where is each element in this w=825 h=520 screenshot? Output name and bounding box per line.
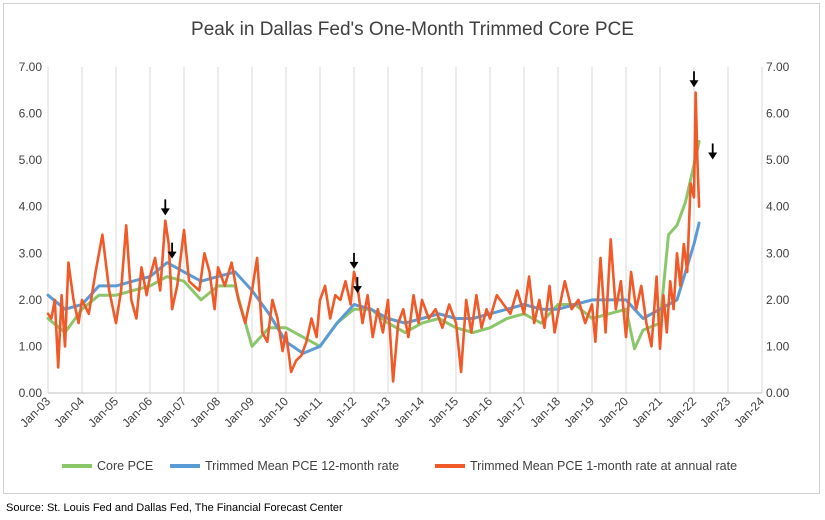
y-tick-label-left: 3.00 xyxy=(19,246,43,260)
x-tick-label: Jan-11 xyxy=(290,394,325,429)
x-tick-label: Jan-07 xyxy=(153,394,189,430)
x-tick-label: Jan-24 xyxy=(731,394,767,430)
y-tick-label-left: 2.00 xyxy=(19,293,43,307)
y-tick-label-right: 1.00 xyxy=(766,339,790,353)
arrow-head xyxy=(352,286,362,294)
x-tick-label: Jan-14 xyxy=(391,394,427,430)
x-tick-label: Jan-12 xyxy=(323,394,359,430)
x-tick-label: Jan-19 xyxy=(561,394,597,430)
x-tick-label: Jan-22 xyxy=(663,394,699,430)
y-tick-label-right: 7.00 xyxy=(766,60,790,74)
legend-label: Trimmed Mean PCE 1-month rate at annual … xyxy=(470,459,738,473)
x-tick-label: Jan-13 xyxy=(357,394,393,430)
y-tick-label-right: 2.00 xyxy=(766,293,790,307)
legend-swatch xyxy=(170,464,200,468)
x-tick-label: Jan-09 xyxy=(221,394,257,430)
x-tick-label: Jan-17 xyxy=(493,394,529,430)
y-tick-label-right: 3.00 xyxy=(766,246,790,260)
y-tick-label-right: 4.00 xyxy=(766,200,790,214)
series-line-1 xyxy=(46,140,701,351)
arrow-head xyxy=(160,208,170,216)
x-tick-label: Jan-10 xyxy=(255,394,291,430)
arrow-head xyxy=(349,261,359,269)
x-tick-label: Jan-23 xyxy=(697,394,733,430)
y-tick-label-left: 0.00 xyxy=(19,386,43,400)
grid-lines xyxy=(47,67,763,393)
legend-item-trimmed-1m: Trimmed Mean PCE 1-month rate at annual … xyxy=(435,459,737,473)
x-tick-label: Jan-20 xyxy=(595,394,631,430)
arrow-head xyxy=(689,80,699,88)
y-tick-label-left: 1.00 xyxy=(19,339,43,353)
y-tick-label-right: 5.00 xyxy=(766,153,790,167)
y-tick-label-left: 7.00 xyxy=(19,60,43,74)
source-note: Source: St. Louis Fed and Dallas Fed, Th… xyxy=(6,502,343,514)
x-tick-label: Jan-16 xyxy=(459,394,495,430)
y-tick-label-right: 0.00 xyxy=(766,386,790,400)
legend-item-core-pce: Core PCE xyxy=(62,459,153,473)
x-tick-label: Jan-08 xyxy=(187,394,223,430)
y-tick-label-left: 4.00 xyxy=(19,200,43,214)
y-axis-right: 0.00 1.00 2.00 3.00 4.00 5.00 6.00 7.00 xyxy=(766,60,790,400)
annotation-arrows xyxy=(160,71,718,294)
series-line-3 xyxy=(46,91,701,383)
x-tick-label: Jan-15 xyxy=(425,394,461,430)
x-tick-label: Jan-06 xyxy=(119,394,155,430)
x-axis: Jan-03Jan-04Jan-05Jan-06Jan-07Jan-08Jan-… xyxy=(17,392,767,430)
x-tick-label: Jan-18 xyxy=(527,394,563,430)
legend-swatch xyxy=(435,464,465,468)
x-tick-label: Jan-05 xyxy=(85,394,121,430)
arrow-head xyxy=(167,251,177,259)
y-tick-label-left: 6.00 xyxy=(19,107,43,121)
legend: Core PCE Trimmed Mean PCE 12-month rate … xyxy=(0,459,825,477)
series-lines xyxy=(46,91,701,383)
chart-title: Peak in Dallas Fed's One-Month Trimmed C… xyxy=(191,19,634,40)
arrow-head xyxy=(708,152,718,160)
y-tick-label-left: 5.00 xyxy=(19,153,43,167)
legend-label: Core PCE xyxy=(97,459,154,473)
legend-item-trimmed-12m: Trimmed Mean PCE 12-month rate xyxy=(170,459,399,473)
y-tick-label-right: 6.00 xyxy=(766,107,790,121)
x-tick-label: Jan-04 xyxy=(51,394,87,430)
legend-swatch xyxy=(62,464,92,468)
x-tick-label: Jan-21 xyxy=(629,394,665,430)
y-axis-left: 0.00 1.00 2.00 3.00 4.00 5.00 6.00 7.00 xyxy=(19,60,43,400)
legend-label: Trimmed Mean PCE 12-month rate xyxy=(205,459,400,473)
